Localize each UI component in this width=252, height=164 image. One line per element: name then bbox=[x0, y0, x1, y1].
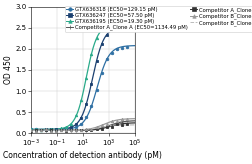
Legend: GTX636318 (EC50=129.15 pM), GTX636247 (EC50=57.50 pM), GTX636195 (EC50=19.30 pM): GTX636318 (EC50=129.15 pM), GTX636247 (E… bbox=[64, 6, 252, 32]
X-axis label: Concentration of detection antibody (pM): Concentration of detection antibody (pM) bbox=[3, 151, 162, 160]
Y-axis label: OD 450: OD 450 bbox=[4, 56, 13, 84]
